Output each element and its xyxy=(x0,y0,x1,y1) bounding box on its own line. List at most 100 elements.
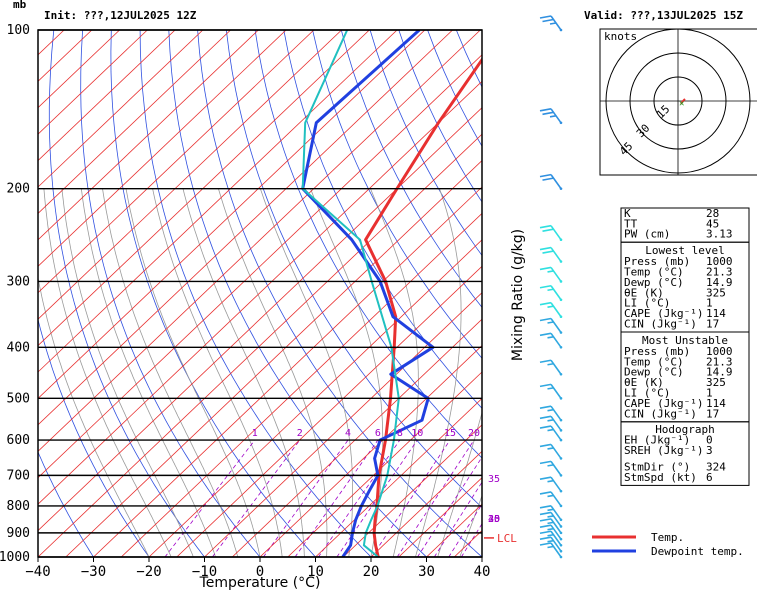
index-value-unstable: 1000 xyxy=(706,345,733,358)
dry-adiabat xyxy=(312,30,482,359)
mixing-ratio-label-20: 20 xyxy=(468,428,480,439)
x-tick-label: 10 xyxy=(307,564,324,580)
mixing-ratio-label-2: 2 xyxy=(297,428,303,439)
wind-barb xyxy=(539,383,563,400)
isotherm xyxy=(342,424,482,557)
pressure-tick-700: 700 xyxy=(7,468,30,483)
index-label-top: PW (cm) xyxy=(624,228,670,241)
wind-barb xyxy=(539,476,563,493)
moist-adiabat xyxy=(459,494,482,557)
x-tick-label: −10 xyxy=(192,564,217,580)
mixing-ratio-line xyxy=(263,439,349,557)
wind-barb xyxy=(539,405,563,422)
wind-barb xyxy=(539,266,563,283)
parcel-profile xyxy=(301,30,400,557)
moist-adiabat xyxy=(310,188,384,557)
wind-barb xyxy=(539,224,563,242)
index-value-unstable: 14.9 xyxy=(706,366,733,379)
wind-barb xyxy=(539,491,563,508)
index-label-lowest: CAPE (Jkg⁻¹) xyxy=(624,307,703,320)
mixing-ratio-line xyxy=(294,439,379,557)
wind-barb xyxy=(539,284,563,302)
mixing-ratio-line xyxy=(371,439,451,557)
isotherm xyxy=(38,30,259,241)
index-value-top: 3.13 xyxy=(706,228,733,241)
mixing-ratio-line xyxy=(212,439,301,557)
wind-barb xyxy=(539,15,563,32)
hodograph-trace xyxy=(680,98,686,105)
moist-adiabat xyxy=(102,188,239,557)
isotherm xyxy=(38,30,287,267)
mixing-ratio-label-15: 15 xyxy=(444,428,456,439)
index-label-unstable: θE (K) xyxy=(624,376,664,389)
isotherm xyxy=(38,54,482,479)
isotherm xyxy=(231,318,482,557)
mixing-ratio-label-6: 6 xyxy=(375,428,381,439)
dry-adiabat xyxy=(48,30,206,557)
x-tick-label: −30 xyxy=(81,564,106,580)
moist-adiabat xyxy=(38,275,150,557)
mixing-ratio-line xyxy=(396,439,475,557)
pressure-tick-600: 600 xyxy=(7,433,30,448)
mixing-ratio-label-10: 10 xyxy=(411,428,423,439)
mixing-ratio-label-35: 35 xyxy=(488,474,500,485)
dewpoint-profile xyxy=(301,30,435,557)
lcl-marker: LCL xyxy=(484,532,517,545)
wind-barb xyxy=(539,425,563,442)
dry-adiabat xyxy=(340,30,482,308)
isotherm xyxy=(315,397,482,557)
index-label-lowest: Dewp (°C) xyxy=(624,276,684,289)
wind-barb xyxy=(539,530,563,547)
index-value-lowest: 17 xyxy=(706,318,719,331)
index-label-top: K xyxy=(624,207,631,220)
indices-box-hodograph xyxy=(620,421,750,486)
isotherm xyxy=(120,212,482,557)
index-label-storm: StmDir (°) xyxy=(624,461,690,474)
pressure-tick-800: 800 xyxy=(7,499,30,514)
index-label-unstable: Dewp (°C) xyxy=(624,366,684,379)
pressure-tick-300: 300 xyxy=(7,274,30,289)
isotherm xyxy=(38,30,398,373)
index-label-unstable: CAPE (Jkg⁻¹) xyxy=(624,397,703,410)
index-value-unstable: 17 xyxy=(706,407,719,420)
index-value-top: 45 xyxy=(706,217,719,230)
moist-adiabat xyxy=(437,411,482,557)
index-value-unstable: 1 xyxy=(706,387,713,400)
isotherm xyxy=(65,160,482,557)
mixing-ratio-line xyxy=(460,523,482,557)
isotherm xyxy=(38,30,481,452)
mixing-ratio-label-25: 25 xyxy=(488,514,500,525)
index-label-top: TT xyxy=(624,217,638,230)
index-label-lowest: Temp (°C) xyxy=(624,266,684,279)
index-value-top: 28 xyxy=(706,207,719,220)
mixing-ratio-line xyxy=(417,456,482,557)
wind-barb xyxy=(539,505,563,522)
index-label-unstable: LI (°C) xyxy=(624,387,670,400)
index-value-storm: 6 xyxy=(706,471,713,484)
x-tick-label: 30 xyxy=(418,564,435,580)
index-label-hodo: SREH (Jkg⁻¹) xyxy=(624,444,703,457)
pressure-unit: mb xyxy=(13,0,27,11)
index-label-unstable: CIN (Jkg⁻¹) xyxy=(624,407,697,420)
isotherm xyxy=(38,30,231,214)
index-value-lowest: 1000 xyxy=(706,255,733,268)
index-value-hodo: 3 xyxy=(706,444,713,457)
mixing-ratio-label-4: 4 xyxy=(345,428,351,439)
legend-label-dewpoint: Dewpoint temp. xyxy=(651,545,744,558)
mixing-ratio-line xyxy=(448,503,482,557)
dry-adiabat xyxy=(38,450,94,557)
mixing-ratio-label-1: 1 xyxy=(252,428,258,439)
wind-barb xyxy=(539,332,563,349)
wind-barb xyxy=(539,524,563,541)
index-label-lowest: θE (K) xyxy=(624,286,664,299)
isotherm xyxy=(370,450,482,557)
dry-adiabat xyxy=(225,30,482,509)
mixing-ratio-label-8: 8 xyxy=(397,428,403,439)
isotherm xyxy=(38,30,204,188)
dry-adiabat xyxy=(369,30,482,257)
mixing-ratio-axis-label: Mixing Ratio (g/kg) xyxy=(510,229,526,361)
pressure-tick-1000: 1000 xyxy=(0,550,30,565)
isotherm xyxy=(38,133,482,557)
isotherm xyxy=(38,30,315,294)
